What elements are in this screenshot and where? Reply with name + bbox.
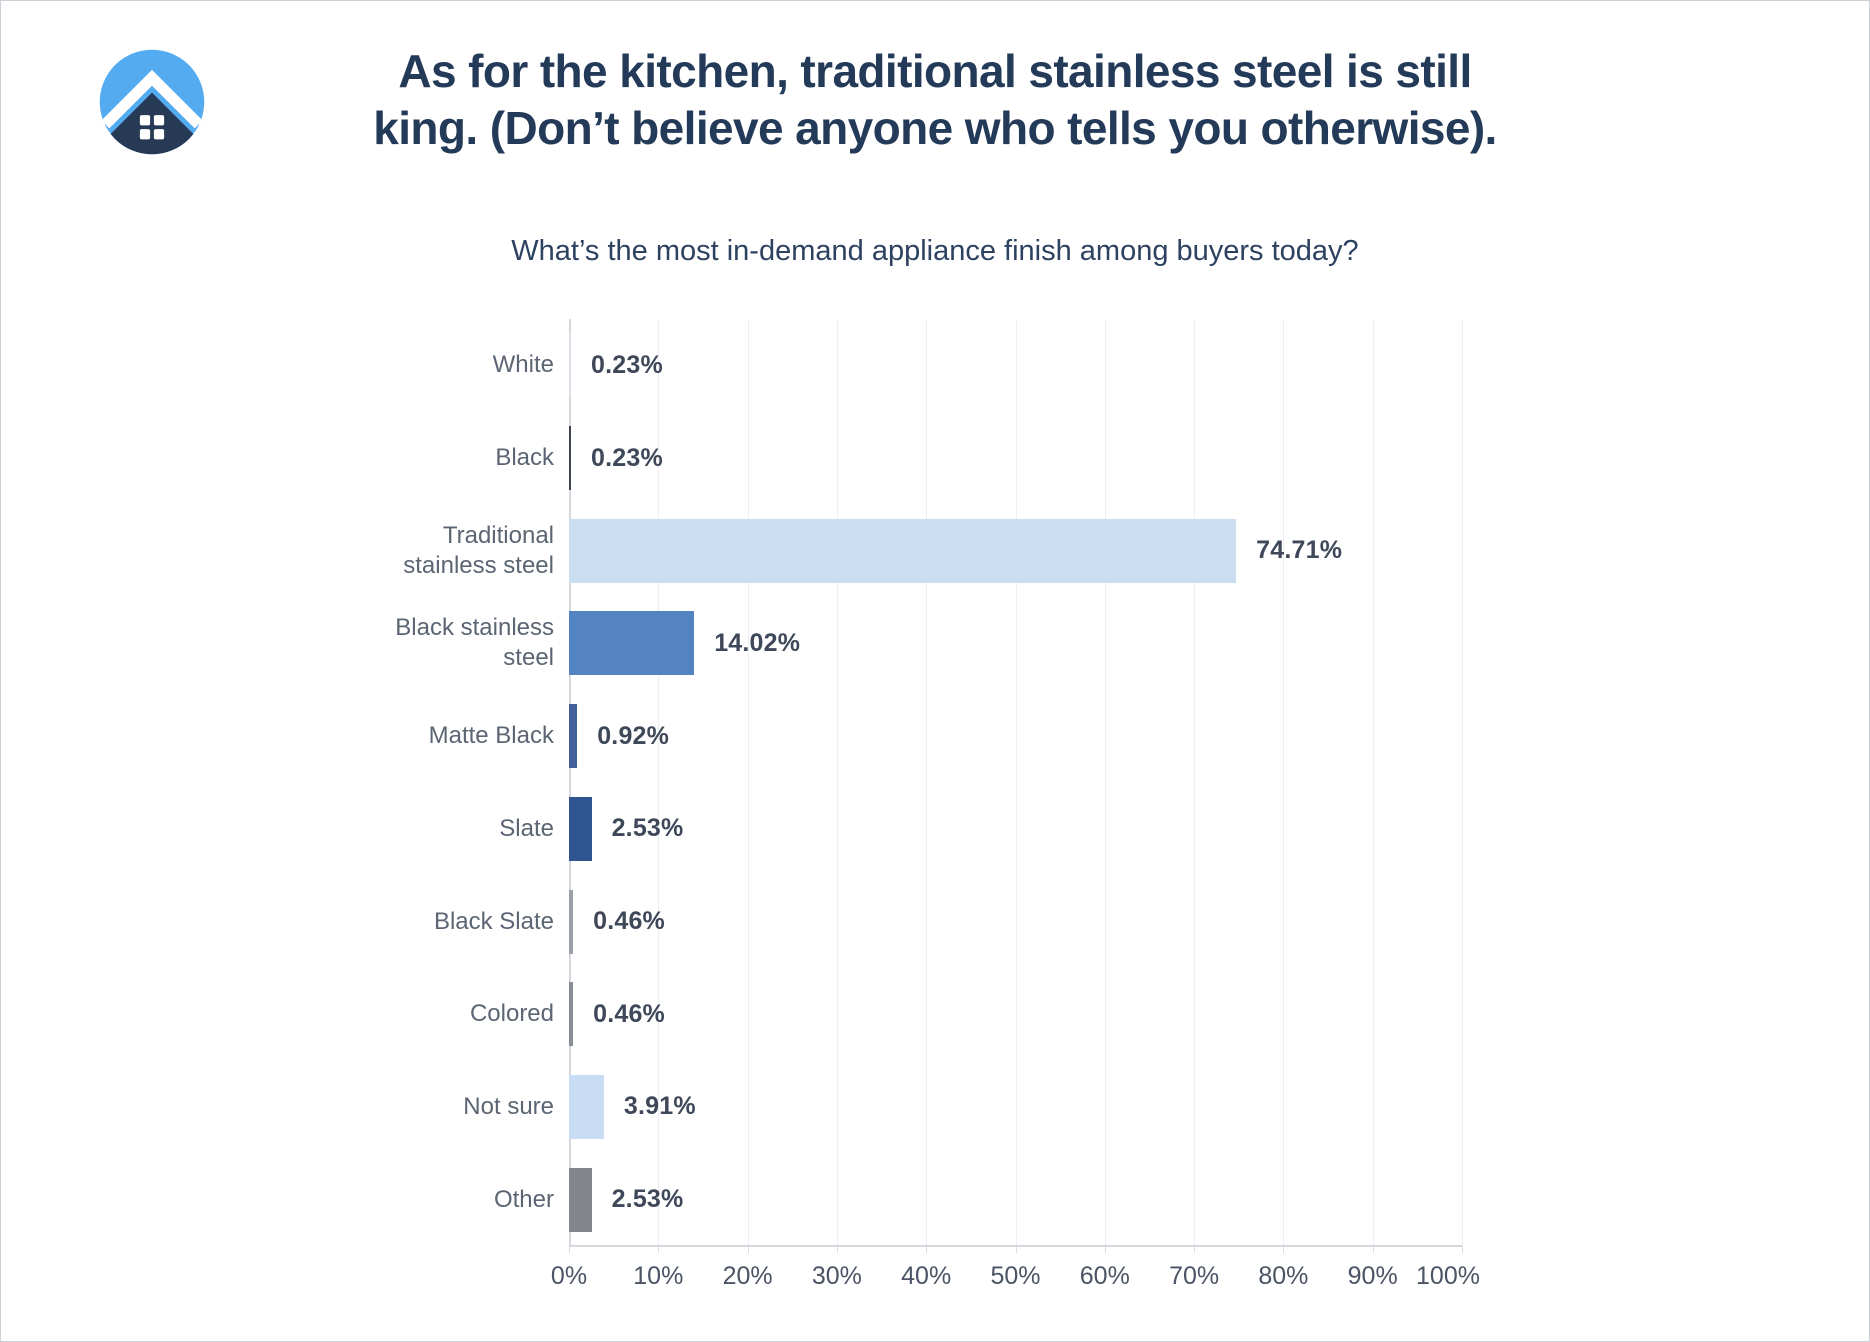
category-label-other: Other — [493, 1185, 554, 1213]
x-tick-mark-90% — [1372, 1246, 1374, 1253]
x-tick-label-10%: 10% — [633, 1262, 684, 1290]
bar-black-slate — [569, 889, 574, 954]
category-label-matte-black: Matte Black — [428, 722, 554, 750]
y-axis-line — [569, 319, 571, 1246]
category-label-colored: Colored — [469, 1000, 554, 1028]
gridline-70% — [1194, 319, 1196, 1246]
value-label-matte-black: 0.92% — [597, 721, 670, 750]
x-tick-label-70%: 70% — [1169, 1262, 1220, 1290]
bar-white — [569, 333, 572, 398]
gridline-50% — [1015, 319, 1017, 1246]
page-title-line-2: king. (Don’t believe anyone who tells yo… — [373, 102, 1497, 154]
value-label-white: 0.23% — [591, 350, 663, 379]
x-tick-mark-40% — [926, 1246, 928, 1253]
x-tick-label-60%: 60% — [1079, 1262, 1130, 1290]
category-label-slate: Slate — [499, 814, 554, 842]
x-tick-mark-80% — [1283, 1246, 1285, 1253]
bar-colored — [569, 982, 574, 1047]
x-tick-mark-10% — [658, 1246, 660, 1253]
gridline-80% — [1283, 319, 1285, 1246]
category-label-white: White — [492, 351, 554, 379]
value-label-not-sure: 3.91% — [623, 1092, 696, 1121]
x-tick-mark-50% — [1015, 1246, 1017, 1253]
category-label-black-slate: Black Slate — [433, 907, 554, 935]
value-label-slate: 2.53% — [611, 814, 684, 843]
x-tick-label-100%: 100% — [1416, 1262, 1480, 1290]
x-tick-label-50%: 50% — [990, 1262, 1041, 1290]
bar-traditional-stainless-steel — [569, 518, 1237, 583]
x-tick-label-90%: 90% — [1347, 1262, 1398, 1290]
x-tick-mark-60% — [1104, 1246, 1106, 1253]
category-label-not-sure: Not sure — [463, 1092, 554, 1120]
category-label-black: Black — [495, 444, 554, 472]
gridline-90% — [1372, 319, 1374, 1246]
gridline-100% — [1462, 319, 1463, 1246]
page-title-line-1: As for the kitchen, traditional stainles… — [398, 45, 1472, 97]
x-tick-mark-0% — [569, 1246, 570, 1253]
x-tick-label-40%: 40% — [901, 1262, 952, 1290]
category-axis-labels: White Black Traditional stainless steel Bla… — [379, 319, 554, 1246]
bar-black — [569, 426, 572, 491]
category-label-black-stainless-steel: Black stainless steel — [395, 614, 554, 672]
gridline-10% — [658, 319, 660, 1246]
value-label-black-stainless-steel: 14.02% — [714, 628, 801, 657]
x-tick-label-20%: 20% — [722, 1262, 773, 1290]
page-title: As for the kitchen, traditional stainles… — [1, 43, 1869, 157]
value-label-black: 0.23% — [591, 443, 663, 472]
x-tick-mark-100% — [1462, 1246, 1463, 1253]
x-axis-line — [569, 1245, 1462, 1247]
category-label-traditional-stainless-steel: Traditional stainless steel — [403, 521, 554, 579]
x-tick-label-80%: 80% — [1258, 1262, 1309, 1290]
gridline-30% — [836, 319, 838, 1246]
gridline-20% — [747, 319, 749, 1246]
value-label-black-slate: 0.46% — [593, 907, 665, 936]
gridline-60% — [1104, 319, 1106, 1246]
home-logo-icon — [99, 49, 205, 155]
x-tick-mark-70% — [1194, 1246, 1196, 1253]
value-label-other: 2.53% — [611, 1185, 684, 1214]
value-label-colored: 0.46% — [593, 999, 665, 1028]
bar-chart-plot-area: 0% 10% 20% 30% 40% 50% 60% 70% 80% 90% 100% 0.23% 0.… — [551, 319, 1480, 1290]
value-label-traditional-stainless-steel: 74.71% — [1256, 536, 1343, 565]
bar-matte-black — [569, 704, 578, 769]
bar-other — [569, 1167, 592, 1232]
x-tick-mark-30% — [836, 1246, 838, 1253]
chart-question-subtitle: What’s the most in-demand appliance fini… — [511, 235, 1359, 267]
bar-not-sure — [569, 1074, 604, 1139]
gridline-40% — [926, 319, 928, 1246]
x-tick-label-0%: 0% — [550, 1262, 588, 1290]
x-tick-label-30%: 30% — [811, 1262, 862, 1290]
bar-black-stainless-steel — [569, 611, 695, 676]
x-tick-mark-20% — [747, 1246, 749, 1253]
bar-slate — [569, 796, 592, 861]
